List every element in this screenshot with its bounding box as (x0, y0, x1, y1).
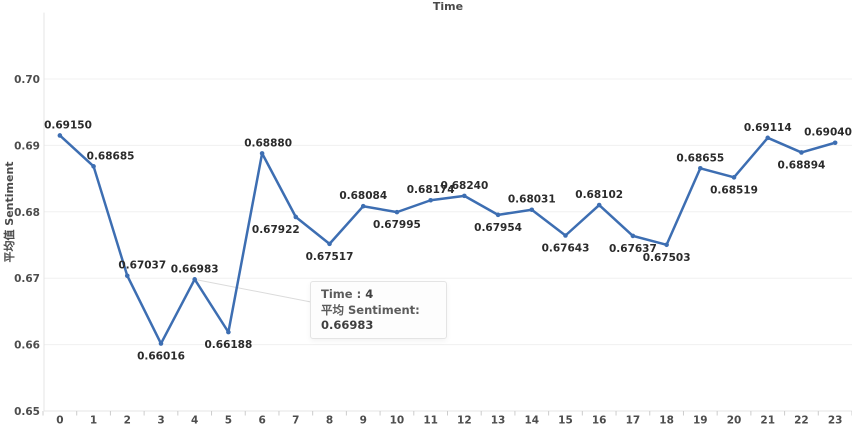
data-point-label: 0.68084 (339, 190, 387, 202)
x-tick-label: 8 (326, 415, 333, 427)
y-tick-label: 0.69 (14, 140, 40, 152)
data-point[interactable] (765, 135, 771, 141)
x-tick-label: 0 (56, 415, 63, 427)
data-point-label: 0.69040 (804, 127, 852, 139)
data-point-label: 0.69150 (44, 119, 92, 131)
x-tick-label: 2 (124, 415, 131, 427)
y-tick-label: 0.68 (14, 207, 40, 219)
y-axis-name: 平均值 Sentiment (2, 161, 16, 262)
x-tick-label: 4 (191, 415, 198, 427)
tooltip-time-value: 4 (365, 287, 374, 301)
data-point-label: 0.67995 (373, 219, 421, 231)
tooltip: Time : 4 平均 Sentiment: 0.66983 (310, 281, 447, 339)
data-point-label: 0.67643 (542, 243, 590, 255)
x-tick-label: 14 (524, 415, 539, 427)
x-tick-label: 21 (760, 415, 775, 427)
data-point[interactable] (495, 212, 501, 218)
x-tick-label: 13 (491, 415, 506, 427)
data-point-label: 0.68880 (244, 137, 292, 149)
data-point-label: 0.68655 (676, 152, 724, 164)
tooltip-time-label: Time : (321, 287, 366, 301)
data-point-label: 0.69114 (744, 122, 792, 134)
data-point-label: 0.67922 (252, 224, 300, 236)
data-point[interactable] (293, 214, 299, 220)
data-point[interactable] (832, 140, 838, 146)
chart-title: Time (432, 0, 464, 13)
tooltip-time-row: Time : 4 (321, 287, 436, 303)
data-point[interactable] (529, 207, 535, 213)
data-point-label: 0.66983 (171, 263, 219, 275)
x-tick-label: 17 (626, 415, 641, 427)
x-tick-label: 19 (693, 415, 708, 427)
x-tick-label: 12 (457, 415, 472, 427)
series-line (58, 134, 837, 345)
x-tick-label: 18 (659, 415, 674, 427)
y-tick-label: 0.66 (14, 340, 40, 352)
x-tick-label: 9 (360, 415, 367, 427)
x-tick-label: 11 (423, 415, 438, 427)
x-tick-label: 5 (225, 415, 232, 427)
data-point-label: 0.67637 (609, 243, 657, 255)
x-tick-label: 20 (727, 415, 742, 427)
data-point[interactable] (91, 164, 96, 169)
data-point[interactable] (428, 197, 433, 203)
data-point-label: 0.68240 (440, 180, 488, 192)
data-point[interactable] (327, 241, 332, 247)
data-point-label: 0.67503 (643, 252, 691, 264)
tooltip-metric-label: 平均 Sentiment: (321, 302, 420, 317)
data-point-label: 0.66188 (204, 339, 252, 351)
y-tick-label: 0.70 (14, 74, 40, 86)
x-tick-label: 16 (592, 415, 607, 427)
data-point-label: 0.68031 (508, 194, 556, 206)
tooltip-leader-line (194, 278, 312, 303)
data-point[interactable] (158, 341, 164, 346)
data-point-label: 0.68174 (407, 184, 455, 196)
data-point-label: 0.67037 (118, 260, 166, 272)
x-tick-label: 7 (292, 415, 299, 427)
data-point-label: 0.68685 (87, 150, 135, 162)
y-tick-label: 0.67 (14, 273, 40, 285)
data-point[interactable] (226, 329, 231, 335)
x-tick-label: 1 (90, 415, 97, 427)
x-tick-label: 3 (157, 415, 164, 427)
y-tick-label: 0.65 (14, 406, 40, 418)
data-point-label: 0.66016 (137, 351, 185, 363)
data-point[interactable] (664, 242, 669, 248)
x-tick-label: 23 (828, 415, 843, 427)
data-point[interactable] (462, 193, 467, 199)
data-point-label: 0.67517 (306, 251, 354, 263)
data-point[interactable] (630, 233, 636, 239)
data-point[interactable] (192, 277, 197, 282)
x-tick-label: 15 (558, 415, 573, 427)
data-point[interactable] (731, 175, 737, 180)
data-point[interactable] (394, 209, 400, 215)
data-point[interactable] (124, 273, 130, 279)
data-point-label: 0.68102 (575, 189, 623, 201)
x-tick-label: 22 (794, 415, 809, 427)
x-tick-label: 10 (390, 415, 405, 427)
data-point[interactable] (360, 203, 366, 209)
data-point-label: 0.67954 (474, 222, 522, 234)
tooltip-metric-value: 0.66983 (321, 318, 374, 332)
data-point-label: 0.68519 (710, 184, 758, 196)
data-point-label: 0.68894 (778, 159, 826, 171)
data-point[interactable] (698, 166, 703, 171)
data-point[interactable] (563, 233, 568, 238)
data-point[interactable] (596, 202, 602, 208)
data-point[interactable] (57, 133, 63, 138)
data-point[interactable] (259, 151, 265, 156)
x-tick-label: 6 (258, 415, 265, 427)
data-point[interactable] (799, 150, 804, 155)
